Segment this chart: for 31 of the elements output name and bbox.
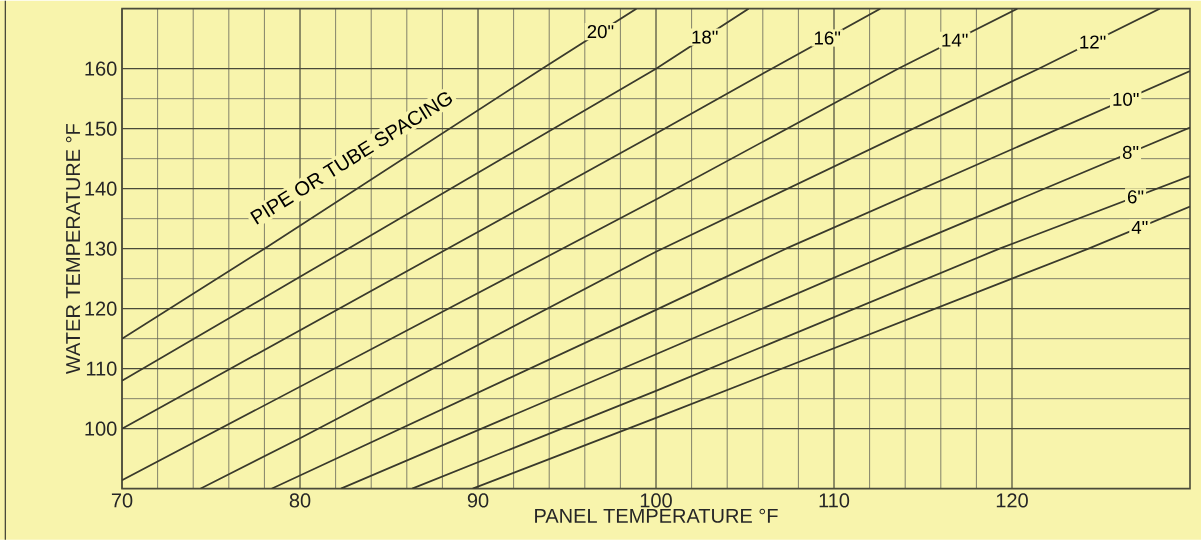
line-series [122,8,882,430]
y-tick-label: 110 [86,361,117,376]
series-label: 16" [814,31,841,45]
line-series [471,205,1190,489]
x-tick-label: 110 [819,493,850,508]
y-tick-label: 160 [85,61,117,76]
x-tick-label: 70 [111,493,133,508]
y-axis-title: WATER TEMPERATURE °F [65,123,81,374]
y-tick-label: 100 [85,421,117,436]
y-tick-label: 130 [85,241,117,256]
x-tick-label: 80 [289,493,311,508]
series-label: 4" [1131,220,1148,234]
line-series [199,8,1161,489]
series-label: 8" [1122,145,1139,159]
x-tick-label: 90 [467,493,489,508]
x-tick-label: 120 [996,493,1028,508]
series-label: 20" [587,24,614,39]
line-series [411,175,1190,489]
series-label: 14" [942,33,968,47]
series-label: 18" [692,30,718,44]
series-label: 10" [1113,92,1139,106]
x-axis-title: PANEL TEMPERATURE °F [535,508,778,523]
y-tick-label: 140 [85,181,117,196]
x-tick-label: 100 [640,493,672,508]
line-series [122,8,1019,481]
y-tick-label: 120 [85,301,117,316]
line-series [122,8,750,382]
series-label: 6" [1127,190,1144,204]
line-series [122,8,638,340]
y-tick-label: 150 [85,121,117,136]
series-label: 12" [1080,35,1106,49]
